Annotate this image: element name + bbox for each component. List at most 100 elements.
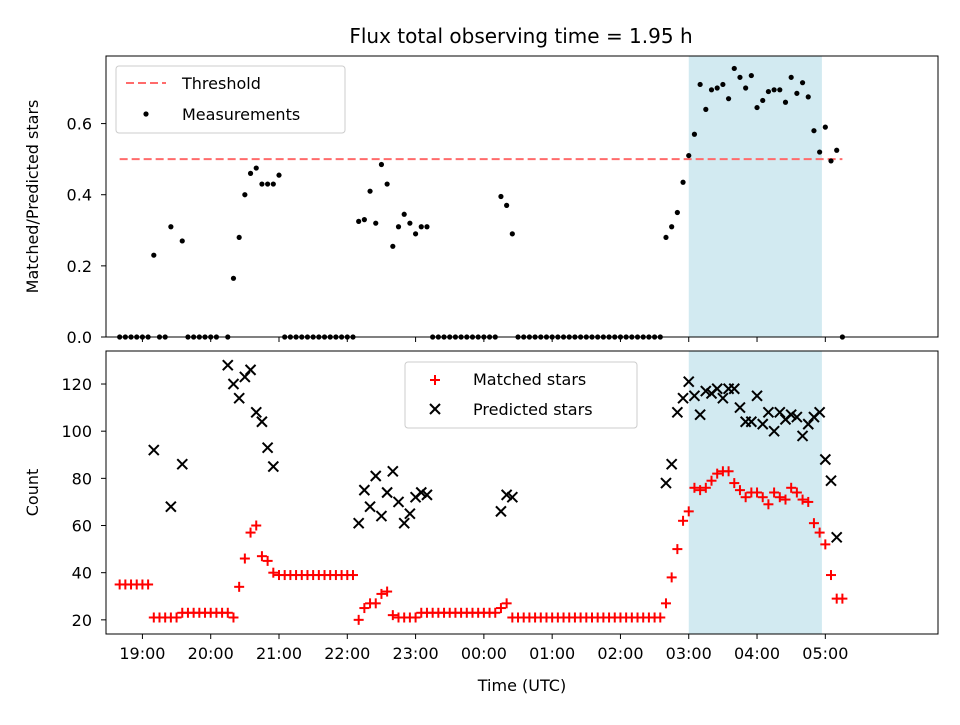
predicted-star-point (728, 383, 740, 395)
measurement-point (765, 88, 772, 95)
matched-star-point (780, 494, 791, 505)
predicted-star-point (688, 390, 701, 402)
measurement-point (828, 158, 834, 164)
measurement-point (361, 217, 367, 223)
chart-title: Flux total observing time = 1.95 h (349, 24, 692, 48)
legend-measurements-swatch (143, 111, 149, 117)
matched-star-point (234, 581, 245, 592)
predicted-star-point (227, 378, 240, 390)
measurement-point (504, 202, 510, 208)
legend-predicted-label: Predicted stars (473, 400, 593, 419)
matched-star-point (689, 482, 700, 493)
matched-star-point (734, 485, 745, 496)
predicted-star-point (176, 458, 188, 470)
series-group (114, 359, 848, 625)
x-tick-label: 19:00 (119, 644, 165, 663)
predicted-star-point (148, 444, 160, 456)
measurement-point (509, 231, 515, 237)
predicted-star-point (352, 517, 365, 529)
predicted-star-point (660, 477, 672, 489)
x-tick-label: 21:00 (256, 644, 302, 663)
measurement-point (680, 179, 686, 185)
measurement-point (270, 181, 276, 187)
measurement-point (777, 87, 783, 93)
legend-measurements-label: Measurements (182, 105, 300, 124)
measurement-point (737, 74, 743, 80)
measurement-point (788, 74, 794, 80)
measurement-point (834, 147, 840, 153)
measurement-point (378, 161, 385, 168)
matched-star-point (256, 551, 267, 562)
measurement-point (230, 275, 237, 281)
y-tick-label: 0.6 (67, 115, 92, 134)
measurement-point (259, 181, 265, 187)
measurement-point (708, 87, 715, 93)
predicted-star-point (364, 500, 376, 513)
measurement-point (822, 124, 828, 130)
legend-matched-label: Matched stars (473, 370, 586, 389)
measurement-point (498, 193, 504, 200)
y-tick-label: 0.4 (67, 186, 92, 205)
matched-star-point (757, 492, 768, 503)
matched-star-point (774, 492, 785, 503)
legend-box (115, 65, 346, 134)
predicted-star-point (375, 510, 388, 522)
measurement-point (748, 72, 754, 79)
measurement-point (799, 80, 806, 86)
matched-star-point (359, 603, 370, 614)
matched-star-point (712, 468, 723, 479)
matched-star-point (763, 499, 774, 510)
predicted-star-point (250, 406, 262, 419)
predicted-star-point (392, 496, 405, 508)
predicted-star-point (233, 392, 245, 404)
predicted-star-point (791, 411, 803, 423)
predicted-star-point (813, 406, 826, 419)
measurement-point (743, 85, 749, 91)
top-panel: 0.0 0.2 0.4 0.6 Matched/Predicted stars Thres… (23, 55, 939, 347)
legend: Matched stars Predicted stars (404, 361, 638, 429)
predicted-star-point (665, 458, 678, 470)
matched-star-point (729, 478, 740, 489)
predicted-star-point (404, 508, 416, 520)
x-tick-label: 05:00 (802, 644, 848, 663)
matched-star-point (814, 527, 825, 538)
matched-star-point (803, 496, 814, 507)
measurement-point (686, 152, 692, 159)
predicted-star-point (671, 406, 684, 419)
x-tick-label: 02:00 (597, 644, 643, 663)
measurement-point (407, 220, 413, 226)
matched-star-point (245, 527, 256, 538)
y-tick-label: 0.2 (67, 257, 92, 276)
predicted-star-point (711, 383, 723, 395)
matched-star-point (700, 482, 711, 493)
measurement-point (390, 243, 396, 249)
measurement-point (401, 211, 407, 217)
matched-star-point (723, 466, 734, 477)
legend: Threshold Measurements (115, 65, 346, 134)
measurement-point (151, 252, 157, 258)
measurement-point (691, 131, 698, 137)
y-axis-label: Matched/Predicted stars (23, 100, 42, 294)
matched-star-point (666, 572, 677, 583)
predicted-star-point (762, 406, 775, 419)
predicted-star-point (683, 375, 695, 388)
predicted-star-point (751, 390, 763, 402)
predicted-star-point (256, 416, 268, 428)
measurement-point (236, 234, 242, 241)
measurement-point (384, 181, 390, 187)
measurement-point (412, 231, 419, 237)
measurement-point (265, 181, 271, 187)
predicted-star-point (222, 359, 234, 371)
predicted-star-point (261, 441, 274, 454)
matched-star-point (353, 614, 364, 625)
measurement-point (276, 172, 282, 178)
measurement-point (731, 65, 737, 72)
predicted-star-point (358, 484, 371, 496)
predicted-star-point (506, 491, 519, 503)
measurement-point (418, 224, 424, 230)
matched-star-point (752, 487, 763, 498)
x-tick-label: 03:00 (666, 644, 712, 663)
legend-box (404, 361, 638, 429)
predicted-star-point (694, 408, 706, 421)
